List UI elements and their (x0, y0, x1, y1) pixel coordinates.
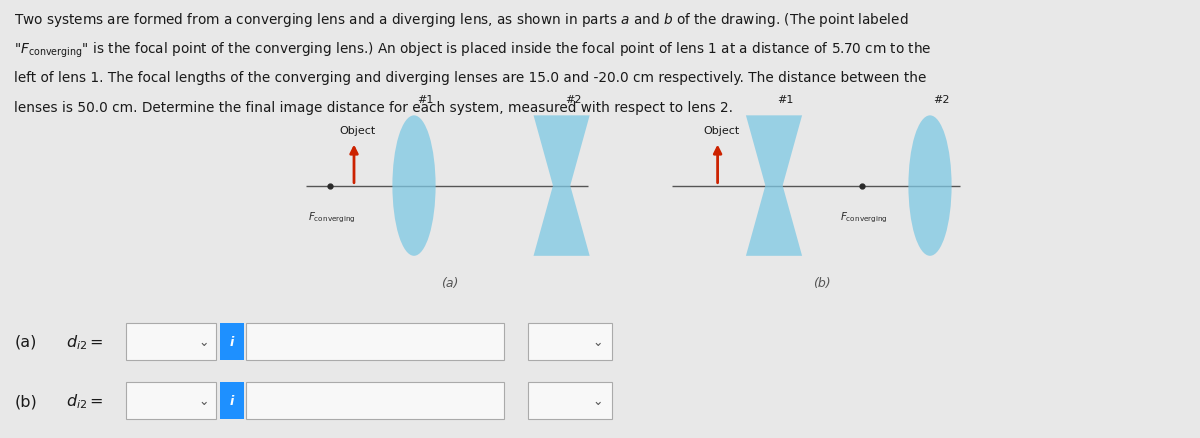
Bar (220, 382, 244, 420)
Text: ⌄: ⌄ (199, 394, 209, 407)
Text: #2: #2 (934, 95, 950, 105)
Bar (220, 323, 244, 360)
Polygon shape (746, 116, 802, 256)
Text: #1: #1 (778, 95, 794, 105)
Ellipse shape (392, 116, 436, 256)
Text: Object: Object (340, 126, 376, 136)
Text: $F_{\mathrm{converging}}$: $F_{\mathrm{converging}}$ (840, 210, 888, 225)
Bar (126, 323, 216, 360)
Text: ⌄: ⌄ (593, 394, 602, 407)
Text: #2: #2 (565, 95, 582, 105)
Text: ⌄: ⌄ (593, 335, 602, 348)
Text: (b): (b) (814, 276, 830, 289)
Text: $F_{\mathrm{converging}}$: $F_{\mathrm{converging}}$ (308, 210, 356, 225)
Text: lenses is 50.0 cm. Determine the final image distance for each system, measured : lenses is 50.0 cm. Determine the final i… (14, 100, 733, 114)
Text: #1: #1 (418, 95, 434, 105)
Text: ⌄: ⌄ (199, 335, 209, 348)
Text: $d_{i2}=$: $d_{i2}=$ (66, 332, 103, 351)
Text: (b): (b) (14, 393, 37, 408)
Bar (528, 323, 612, 360)
Text: Object: Object (703, 126, 739, 136)
Bar (246, 323, 504, 360)
Text: (a): (a) (442, 276, 458, 289)
Polygon shape (534, 116, 589, 256)
Ellipse shape (908, 116, 952, 256)
Text: i: i (229, 394, 234, 407)
Bar (528, 382, 612, 420)
Bar (246, 382, 504, 420)
Text: i: i (229, 335, 234, 348)
Text: left of lens 1. The focal lengths of the converging and diverging lenses are 15.: left of lens 1. The focal lengths of the… (14, 71, 926, 85)
Text: "$F_{\mathrm{converging}}$" is the focal point of the converging lens.) An objec: "$F_{\mathrm{converging}}$" is the focal… (14, 41, 932, 60)
Text: Two systems are formed from a converging lens and a diverging lens, as shown in : Two systems are formed from a converging… (14, 11, 908, 29)
Text: (a): (a) (14, 334, 37, 349)
Bar (126, 382, 216, 420)
Text: $d_{i2}=$: $d_{i2}=$ (66, 392, 103, 410)
